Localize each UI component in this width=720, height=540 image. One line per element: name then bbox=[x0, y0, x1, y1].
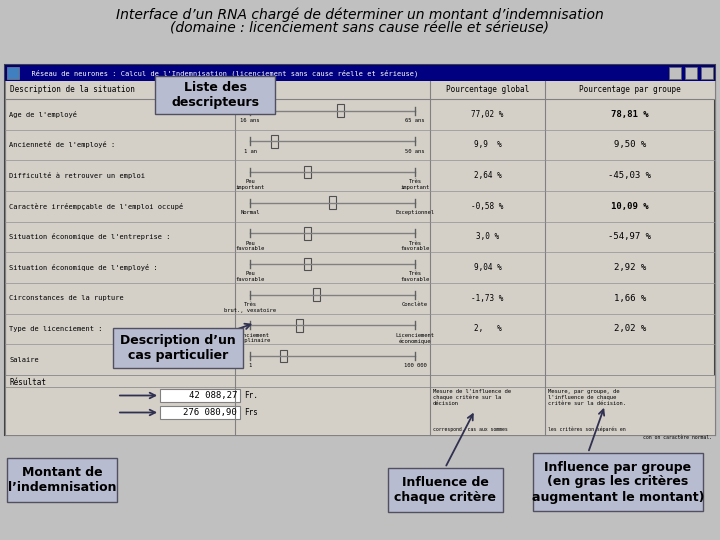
Text: -0,58 %: -0,58 % bbox=[472, 202, 504, 211]
Text: Caractère irréempçable de l'emploi occupé: Caractère irréempçable de l'emploi occup… bbox=[9, 203, 184, 210]
Text: Situation économique de l'employé :: Situation économique de l'employé : bbox=[9, 264, 158, 271]
Text: Interface d’un RNA chargé de déterminer un montant d’indemnisation: Interface d’un RNA chargé de déterminer … bbox=[116, 8, 604, 23]
Text: 2,64 %: 2,64 % bbox=[474, 171, 501, 180]
Text: brut., vexatoire: brut., vexatoire bbox=[224, 308, 276, 313]
Bar bbox=[279, 349, 287, 362]
Text: Situation économique de l'entreprise :: Situation économique de l'entreprise : bbox=[9, 233, 171, 240]
Bar bbox=[312, 288, 320, 301]
Text: 42 088,27: 42 088,27 bbox=[189, 391, 237, 400]
Text: Très: Très bbox=[408, 179, 421, 185]
Bar bbox=[7, 458, 117, 502]
Text: Peu: Peu bbox=[245, 179, 255, 185]
Bar bbox=[5, 375, 715, 435]
Bar bbox=[305, 166, 311, 178]
Text: 50 ans: 50 ans bbox=[405, 148, 425, 154]
Text: important: important bbox=[235, 185, 265, 190]
Text: Circonstances de la rupture: Circonstances de la rupture bbox=[9, 295, 124, 301]
Text: 276 080,90: 276 080,90 bbox=[184, 408, 237, 417]
Text: Description de la situation: Description de la situation bbox=[10, 85, 135, 94]
Text: 9,50 %: 9,50 % bbox=[614, 140, 646, 150]
Text: Mesure, par groupe, de
l'influence de chaque
critère sur la décision.: Mesure, par groupe, de l'influence de ch… bbox=[548, 389, 626, 406]
Text: Salaire: Salaire bbox=[9, 356, 39, 363]
Text: Exceptionnel: Exceptionnel bbox=[395, 210, 434, 215]
Text: Influence de
chaque critère: Influence de chaque critère bbox=[394, 476, 496, 504]
Text: 3,0 %: 3,0 % bbox=[476, 233, 499, 241]
Bar bbox=[701, 67, 713, 79]
Bar bbox=[329, 196, 336, 209]
Bar bbox=[155, 76, 275, 114]
Text: -1,73 %: -1,73 % bbox=[472, 294, 504, 303]
Text: Licenciement: Licenciement bbox=[395, 333, 434, 338]
Text: 16 ans: 16 ans bbox=[240, 118, 260, 123]
Text: Montant de
l’indemnisation: Montant de l’indemnisation bbox=[8, 466, 116, 494]
Bar bbox=[685, 67, 697, 79]
Bar bbox=[5, 65, 715, 81]
Text: favorable: favorable bbox=[400, 246, 430, 251]
Text: Age de l'employé: Age de l'employé bbox=[9, 111, 77, 118]
Text: 2,02 %: 2,02 % bbox=[614, 325, 646, 334]
Bar bbox=[337, 104, 344, 117]
Bar bbox=[113, 328, 243, 368]
Text: Frs: Frs bbox=[244, 408, 258, 417]
Text: Difficulté à retrouver un emploi: Difficulté à retrouver un emploi bbox=[9, 172, 145, 179]
Text: Liste des
descripteurs: Liste des descripteurs bbox=[171, 81, 259, 109]
Bar bbox=[533, 453, 703, 511]
Text: 100 000: 100 000 bbox=[404, 363, 426, 368]
Text: Normal: Normal bbox=[240, 210, 260, 215]
Text: les critères son séparés en: les critères son séparés en bbox=[548, 427, 626, 433]
Text: disciplinaire: disciplinaire bbox=[229, 338, 271, 343]
Text: Pourcentage global: Pourcentage global bbox=[446, 85, 529, 94]
Text: Influence par groupe
(en gras les critères
augmentant le montant): Influence par groupe (en gras les critèr… bbox=[532, 461, 704, 503]
Text: favorable: favorable bbox=[235, 277, 265, 282]
Text: -45,03 %: -45,03 % bbox=[608, 171, 652, 180]
Text: Réseau de neurones : Calcul de l'Indemnisation (licenciement sans cause réelle e: Réseau de neurones : Calcul de l'Indemni… bbox=[23, 69, 418, 77]
Text: 2,92 %: 2,92 % bbox=[614, 263, 646, 272]
Bar bbox=[160, 389, 240, 402]
Text: 9,04 %: 9,04 % bbox=[474, 263, 501, 272]
Bar bbox=[160, 406, 240, 419]
Text: 10,09 %: 10,09 % bbox=[611, 202, 649, 211]
Text: Très: Très bbox=[243, 302, 256, 307]
Bar bbox=[5, 65, 715, 435]
Text: Description d’un
cas particulier: Description d’un cas particulier bbox=[120, 334, 236, 362]
Text: 65 ans: 65 ans bbox=[405, 118, 425, 123]
Text: Peu: Peu bbox=[245, 272, 255, 276]
Bar bbox=[305, 258, 311, 271]
Text: Mesure de l'influence de
chaque critère sur la
décision: Mesure de l'influence de chaque critère … bbox=[433, 389, 511, 406]
Text: 1,66 %: 1,66 % bbox=[614, 294, 646, 303]
Bar bbox=[387, 468, 503, 512]
Text: favorable: favorable bbox=[400, 277, 430, 282]
Text: -54,97 %: -54,97 % bbox=[608, 233, 652, 241]
Text: Fr.: Fr. bbox=[244, 391, 258, 400]
Text: con on caractère normal.: con on caractère normal. bbox=[643, 435, 712, 440]
Text: Ancienneté de l'employé :: Ancienneté de l'employé : bbox=[9, 141, 115, 149]
Text: Très: Très bbox=[408, 272, 421, 276]
Text: Licenciement: Licenciement bbox=[230, 333, 269, 338]
Text: Résultat: Résultat bbox=[9, 378, 46, 387]
Text: 1: 1 bbox=[248, 363, 251, 368]
Text: important: important bbox=[400, 185, 430, 190]
Text: Type de licenciement :: Type de licenciement : bbox=[9, 326, 102, 332]
Bar bbox=[5, 81, 715, 99]
Bar bbox=[669, 67, 681, 79]
Text: 2,   %: 2, % bbox=[474, 325, 501, 334]
Bar bbox=[7, 67, 19, 79]
Text: Pourcentage par groupe: Pourcentage par groupe bbox=[579, 85, 681, 94]
Text: Peu: Peu bbox=[245, 241, 255, 246]
Text: 1 an: 1 an bbox=[243, 148, 256, 154]
Text: 78,81 %: 78,81 % bbox=[611, 110, 649, 119]
Text: (domaine : licenciement sans cause réelle et sérieuse): (domaine : licenciement sans cause réell… bbox=[171, 22, 549, 36]
Text: favorable: favorable bbox=[235, 246, 265, 251]
Bar bbox=[271, 135, 278, 148]
Bar bbox=[305, 227, 311, 240]
Text: 77,02 %: 77,02 % bbox=[472, 110, 504, 119]
Bar bbox=[296, 319, 303, 332]
Text: économique: économique bbox=[399, 338, 431, 344]
Text: Conclète: Conclète bbox=[402, 302, 428, 307]
Text: 9,9  %: 9,9 % bbox=[474, 140, 501, 150]
Text: Très: Très bbox=[408, 241, 421, 246]
Text: correspond. cas aux sommes: correspond. cas aux sommes bbox=[433, 427, 508, 432]
